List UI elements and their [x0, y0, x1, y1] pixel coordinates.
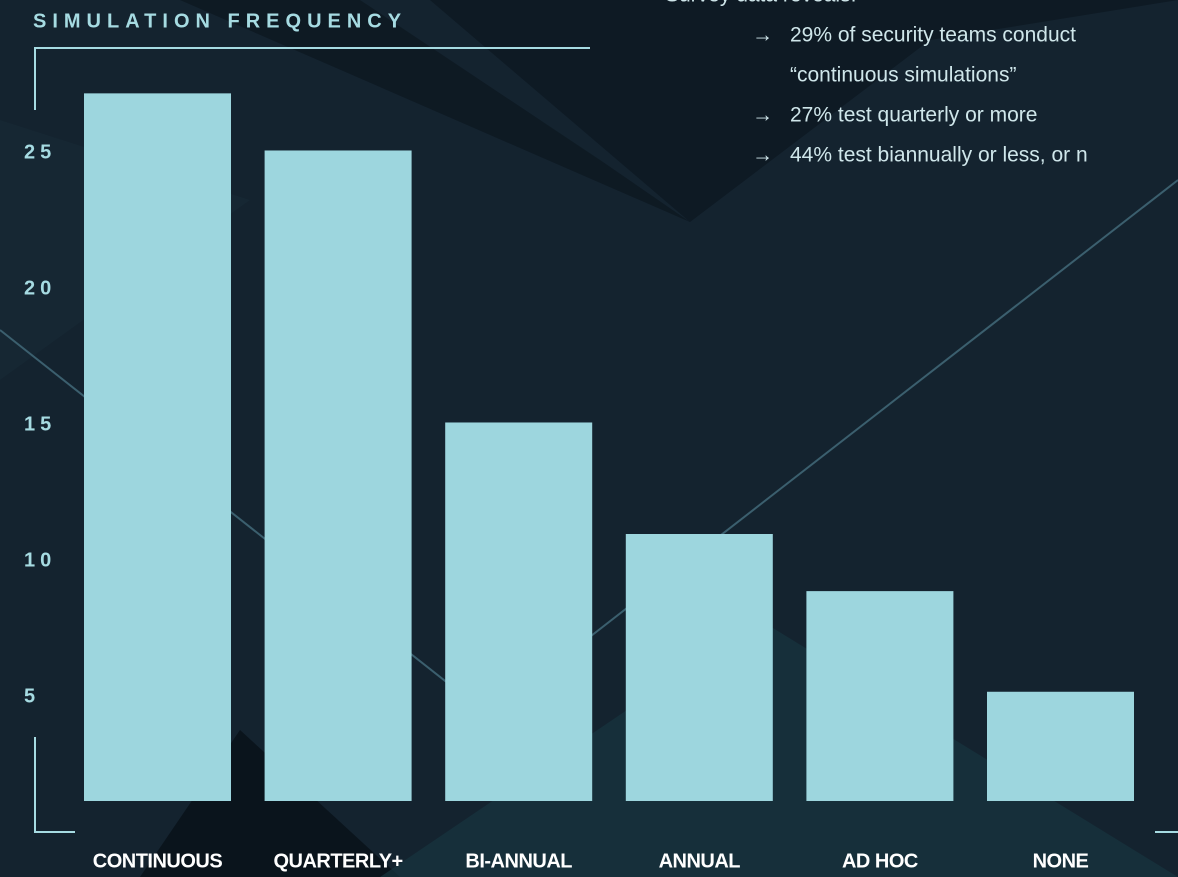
- x-tick-label: CONTINUOUS: [93, 850, 223, 872]
- note-text: 44% test biannually or less, or n: [790, 144, 1088, 167]
- y-tick-label: 25: [24, 141, 56, 163]
- y-tick-label: 10: [24, 549, 56, 571]
- bar: [264, 150, 412, 802]
- notes: Survey data reveals: → 29% of security tea…: [665, 0, 1088, 167]
- x-tick-label: QUARTERLY+: [273, 850, 402, 872]
- note-marker: →: [752, 104, 773, 127]
- y-tick-label: 15: [24, 413, 56, 435]
- note-marker: →: [752, 24, 773, 47]
- chart-title: SIMULATION FREQUENCY: [33, 10, 407, 32]
- bar: [987, 691, 1134, 801]
- axis-brackets: [34, 47, 1178, 833]
- y-tick-label: 5: [24, 685, 40, 707]
- bar: [84, 93, 231, 802]
- x-tick-label: AD HOC: [842, 850, 918, 872]
- bar: [445, 422, 593, 801]
- y-tick-label: 20: [24, 277, 56, 299]
- x-tick-label: ANNUAL: [659, 850, 741, 872]
- x-tick-label: BI-ANNUAL: [465, 850, 572, 872]
- bar: [806, 591, 954, 801]
- x-tick-label: NONE: [1033, 850, 1089, 872]
- note-marker: →: [752, 144, 773, 167]
- notes-heading: Survey data reveals:: [665, 0, 856, 7]
- bar: [625, 534, 773, 801]
- note-text: 29% of security teams conduct: [790, 24, 1076, 47]
- note-text: 27% test quarterly or more: [790, 104, 1037, 127]
- note-text: “continuous simulations”: [790, 64, 1016, 87]
